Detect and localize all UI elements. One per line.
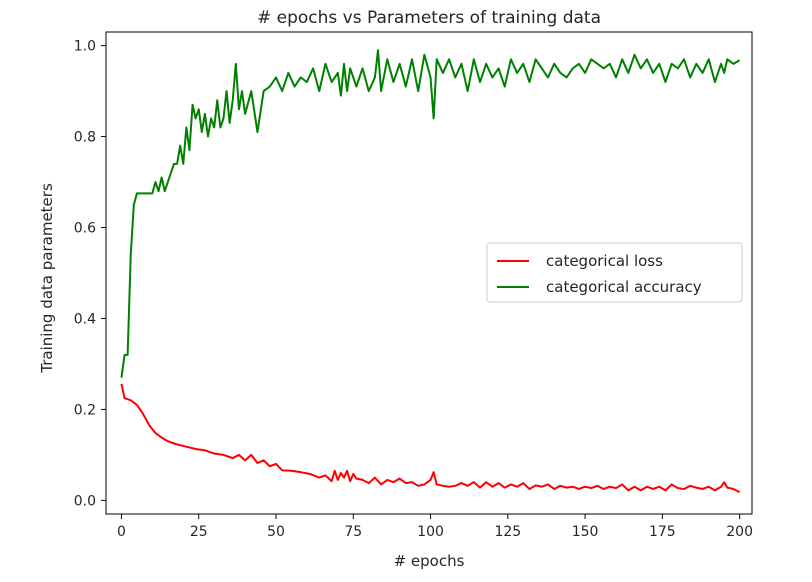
y-tick-label: 0.2 <box>74 402 96 418</box>
legend-label-accuracy: categorical accuracy <box>546 278 702 296</box>
y-tick-label: 0.4 <box>74 311 96 327</box>
x-tick-label: 100 <box>417 524 444 540</box>
x-axis-label: # epochs <box>394 552 465 570</box>
x-tick-label: 175 <box>649 524 676 540</box>
x-tick-label: 150 <box>572 524 599 540</box>
y-tick-label: 0.0 <box>74 493 96 509</box>
y-tick-label: 0.6 <box>74 221 96 237</box>
x-axis: 0 25 50 75 100 125 150 175 200 <box>117 514 753 540</box>
series-line-loss <box>120 383 741 494</box>
y-tick-label: 0.8 <box>74 130 96 146</box>
series-line-accuracy <box>120 49 741 378</box>
x-tick-label: 125 <box>494 524 521 540</box>
chart-title: # epochs vs Parameters of training data <box>257 8 601 28</box>
y-axis: 0.0 0.2 0.4 0.6 0.8 1.0 <box>74 39 106 509</box>
y-tick-label: 1.0 <box>74 39 96 55</box>
x-tick-label: 50 <box>267 524 285 540</box>
plot-area <box>120 49 741 494</box>
plot-frame <box>105 31 753 515</box>
x-tick-label: 200 <box>726 524 753 540</box>
legend-box <box>486 242 743 303</box>
legend-label-loss: categorical loss <box>546 252 663 270</box>
x-tick-label: 75 <box>344 524 362 540</box>
y-axis-label: Training data parameters <box>38 183 56 374</box>
legend: categorical loss categorical accuracy <box>486 242 743 303</box>
x-tick-label: 0 <box>117 524 126 540</box>
x-tick-label: 25 <box>190 524 208 540</box>
